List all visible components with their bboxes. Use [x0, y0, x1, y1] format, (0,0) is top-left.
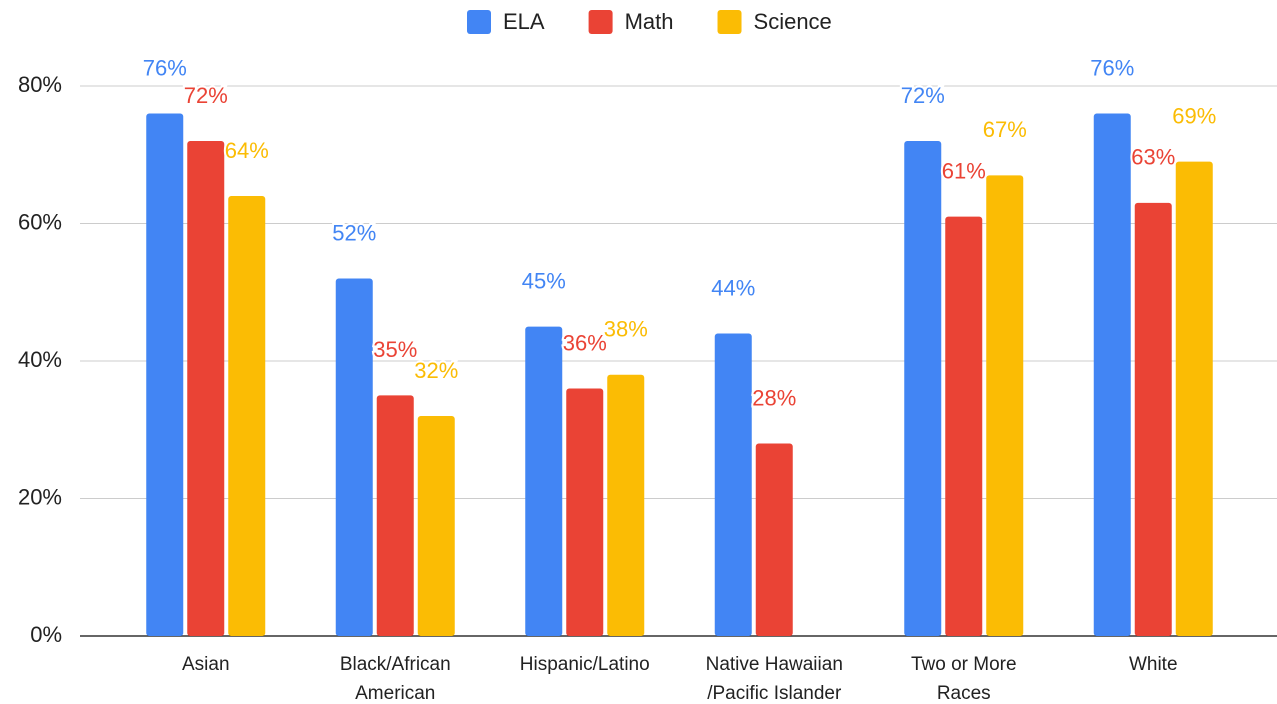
- bar: [335, 278, 373, 636]
- y-tick-label: 80%: [18, 72, 62, 97]
- bar: [566, 388, 604, 636]
- legend-label: Science: [754, 9, 832, 34]
- y-tick-label: 0%: [30, 622, 62, 647]
- data-label: 44%: [711, 275, 755, 300]
- x-tick-label: Two or More Races: [910, 654, 1017, 704]
- legend-label: ELA: [503, 9, 545, 34]
- bar: [417, 416, 455, 636]
- bar: [187, 141, 225, 636]
- legend-swatch: [717, 10, 742, 34]
- bar: [525, 326, 563, 636]
- data-label: 72%: [901, 83, 945, 108]
- bar: [607, 374, 645, 636]
- x-tick-label: Black/African American: [339, 654, 451, 704]
- data-label: 45%: [522, 268, 566, 293]
- data-label: 76%: [143, 55, 187, 80]
- data-label: 72%: [184, 83, 228, 108]
- data-label: 32%: [414, 358, 458, 383]
- x-tick-label: White: [1128, 654, 1178, 675]
- bar: [986, 175, 1024, 636]
- x-tick-label: Asian: [181, 654, 230, 675]
- data-label: 28%: [752, 385, 796, 410]
- bar: [1093, 113, 1131, 636]
- x-tick-label: Hispanic/Latino: [519, 654, 650, 675]
- bar: [904, 141, 942, 636]
- y-tick-label: 20%: [18, 484, 62, 509]
- bar: [714, 333, 752, 636]
- y-tick-label: 60%: [18, 209, 62, 234]
- data-label: 61%: [942, 158, 986, 183]
- data-label: 52%: [332, 220, 376, 245]
- data-label: 64%: [225, 138, 269, 163]
- bar: [755, 443, 793, 636]
- legend-swatch: [467, 10, 491, 34]
- bar: [146, 113, 184, 636]
- y-tick-label: 40%: [18, 347, 62, 372]
- bar: [1134, 202, 1172, 636]
- legend-swatch: [588, 10, 613, 34]
- data-label: 69%: [1172, 103, 1216, 128]
- x-tick-label: Native Hawaiian /Pacific Islander: [705, 654, 843, 704]
- bar: [1175, 161, 1213, 636]
- bar: [228, 196, 266, 636]
- legend-label: Math: [625, 9, 674, 34]
- data-label: 35%: [373, 337, 417, 362]
- data-label: 76%: [1090, 55, 1134, 80]
- bar: [945, 216, 983, 636]
- bar: [376, 395, 414, 636]
- data-label: 36%: [563, 330, 607, 355]
- data-label: 63%: [1131, 145, 1175, 170]
- data-label: 38%: [604, 317, 648, 342]
- data-label: 67%: [983, 117, 1027, 142]
